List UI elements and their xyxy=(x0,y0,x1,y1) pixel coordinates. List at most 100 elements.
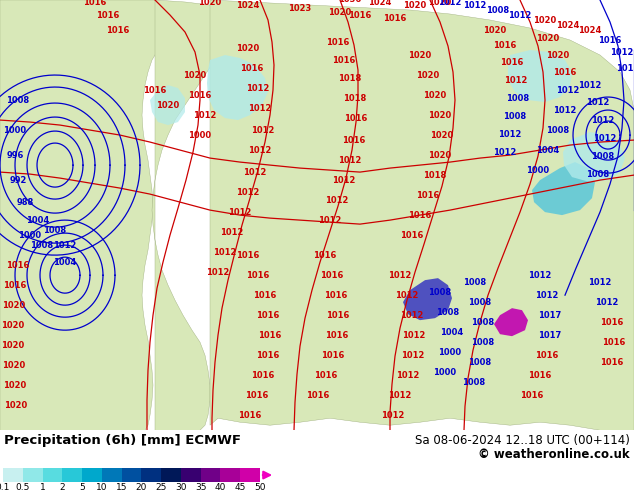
Text: 1000: 1000 xyxy=(434,368,456,377)
Text: 1012: 1012 xyxy=(438,0,462,6)
Text: 1024: 1024 xyxy=(368,0,392,6)
Text: 25: 25 xyxy=(155,483,167,490)
Text: 1020: 1020 xyxy=(429,111,451,120)
Text: 1020: 1020 xyxy=(157,100,179,110)
Polygon shape xyxy=(403,278,452,320)
Text: 1020: 1020 xyxy=(183,71,207,79)
Polygon shape xyxy=(207,55,268,120)
Polygon shape xyxy=(0,0,168,430)
Text: 1008: 1008 xyxy=(472,318,495,327)
Text: 1016: 1016 xyxy=(528,371,552,380)
Text: 1012: 1012 xyxy=(213,247,236,257)
Text: 1020: 1020 xyxy=(430,130,453,140)
Text: 1012: 1012 xyxy=(396,371,420,380)
Text: 1008: 1008 xyxy=(586,170,609,178)
Text: 1008: 1008 xyxy=(469,358,491,367)
Text: 1016: 1016 xyxy=(408,211,432,220)
Text: 1012: 1012 xyxy=(493,147,517,157)
Text: 1012: 1012 xyxy=(388,270,411,280)
Text: 1012: 1012 xyxy=(339,156,361,165)
Text: 1016: 1016 xyxy=(238,411,262,420)
Text: 1012: 1012 xyxy=(332,175,356,185)
Text: 0.1: 0.1 xyxy=(0,483,10,490)
Text: 1012: 1012 xyxy=(593,134,617,143)
Text: 1016: 1016 xyxy=(306,391,330,400)
Text: 1016: 1016 xyxy=(400,231,424,240)
Text: 1016: 1016 xyxy=(521,391,544,400)
Text: 1012: 1012 xyxy=(325,196,349,205)
Text: 1020: 1020 xyxy=(408,50,432,59)
Text: 1016: 1016 xyxy=(348,10,372,20)
Text: © weatheronline.co.uk: © weatheronline.co.uk xyxy=(479,448,630,461)
Text: 1020: 1020 xyxy=(328,7,352,17)
Polygon shape xyxy=(210,0,634,430)
Text: 1008: 1008 xyxy=(6,96,30,104)
Text: 1018: 1018 xyxy=(344,94,366,102)
Text: 1012: 1012 xyxy=(592,116,615,124)
Text: 1016: 1016 xyxy=(247,270,269,280)
Text: 1012: 1012 xyxy=(611,48,634,56)
Polygon shape xyxy=(508,50,572,102)
Text: 1012: 1012 xyxy=(249,146,272,154)
Text: 1016: 1016 xyxy=(600,318,624,327)
Text: 1012: 1012 xyxy=(206,268,230,277)
Text: 1012: 1012 xyxy=(400,311,424,319)
Text: 1020: 1020 xyxy=(1,320,25,330)
Text: 1016: 1016 xyxy=(598,35,622,45)
Text: 1020: 1020 xyxy=(3,381,27,390)
Text: 1020: 1020 xyxy=(429,0,451,6)
Text: 1020: 1020 xyxy=(429,150,451,160)
Text: 1016: 1016 xyxy=(314,371,338,380)
Text: 1020: 1020 xyxy=(198,0,222,6)
Text: 1012: 1012 xyxy=(381,411,404,420)
Text: 1016: 1016 xyxy=(327,311,350,319)
Text: 1012: 1012 xyxy=(403,331,425,340)
Text: 1000: 1000 xyxy=(526,166,550,174)
Text: 1: 1 xyxy=(40,483,46,490)
Text: 1024: 1024 xyxy=(236,0,260,9)
Text: 1016: 1016 xyxy=(342,136,366,145)
Text: 50: 50 xyxy=(254,483,266,490)
Text: 1016: 1016 xyxy=(384,14,406,23)
Text: 1012: 1012 xyxy=(578,80,602,90)
Text: 1020: 1020 xyxy=(424,91,446,99)
Text: 1020: 1020 xyxy=(536,33,560,43)
Text: 1008: 1008 xyxy=(462,378,486,387)
Text: 1008: 1008 xyxy=(469,297,491,307)
Text: 1008: 1008 xyxy=(436,308,460,317)
Text: 1016: 1016 xyxy=(320,270,344,280)
Text: 1012: 1012 xyxy=(236,188,260,196)
Text: 1012: 1012 xyxy=(508,10,532,20)
Text: 1012: 1012 xyxy=(220,228,243,237)
Text: 1016: 1016 xyxy=(143,86,167,95)
Text: 1008: 1008 xyxy=(429,288,451,296)
Text: 1024: 1024 xyxy=(578,25,602,34)
Text: 1012: 1012 xyxy=(504,75,527,85)
Polygon shape xyxy=(563,132,625,182)
Text: 1023: 1023 xyxy=(288,3,312,13)
Text: 996: 996 xyxy=(6,150,23,160)
Text: 1016: 1016 xyxy=(256,311,280,319)
Text: 1018: 1018 xyxy=(424,171,446,180)
Text: 1016: 1016 xyxy=(493,41,517,49)
Text: 1004: 1004 xyxy=(27,216,49,224)
Text: 1017: 1017 xyxy=(538,331,562,340)
Text: 20: 20 xyxy=(136,483,147,490)
Text: 1012: 1012 xyxy=(247,84,269,93)
Text: 1004: 1004 xyxy=(53,258,77,267)
Text: 1012: 1012 xyxy=(388,391,411,400)
Text: 1012: 1012 xyxy=(53,241,77,249)
Text: 1016: 1016 xyxy=(96,10,120,20)
Text: 1016: 1016 xyxy=(251,371,275,380)
Text: 15: 15 xyxy=(116,483,127,490)
Text: 1017: 1017 xyxy=(538,311,562,319)
Text: 1012: 1012 xyxy=(396,291,418,300)
Text: 1012: 1012 xyxy=(251,125,275,135)
Text: 1016: 1016 xyxy=(258,331,281,340)
Text: 1016: 1016 xyxy=(240,64,264,73)
Text: 1020: 1020 xyxy=(533,16,557,24)
Text: 1020: 1020 xyxy=(403,0,427,9)
Text: 1016: 1016 xyxy=(107,25,130,34)
Text: 1020: 1020 xyxy=(3,301,25,310)
Text: 1016: 1016 xyxy=(313,250,337,260)
